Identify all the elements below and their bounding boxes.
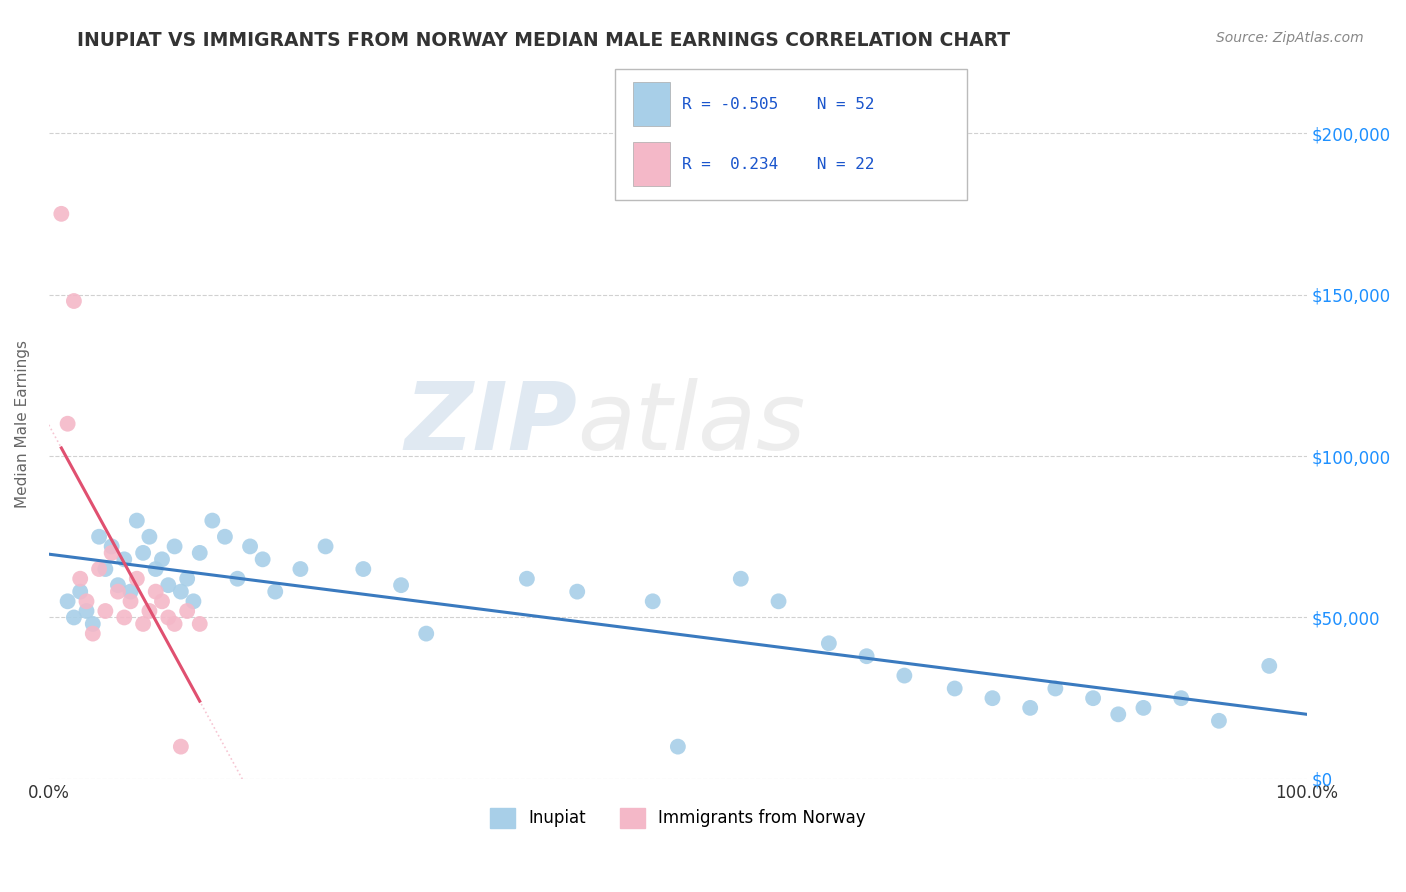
Point	[730, 572, 752, 586]
Text: atlas: atlas	[578, 378, 806, 469]
Point	[1019, 701, 1042, 715]
Point	[768, 594, 790, 608]
Point	[1170, 691, 1192, 706]
FancyBboxPatch shape	[614, 69, 967, 200]
Point	[201, 514, 224, 528]
Legend: Inupiat, Immigrants from Norway: Inupiat, Immigrants from Norway	[484, 801, 872, 835]
Point	[183, 594, 205, 608]
Point	[315, 540, 337, 554]
Point	[290, 562, 312, 576]
Point	[226, 572, 249, 586]
Point	[150, 594, 173, 608]
Point	[107, 584, 129, 599]
Point	[51, 207, 73, 221]
Point	[100, 540, 122, 554]
Point	[56, 594, 79, 608]
Point	[1132, 701, 1154, 715]
Point	[82, 626, 104, 640]
Point	[981, 691, 1004, 706]
Point	[170, 584, 193, 599]
Point	[125, 514, 148, 528]
Point	[120, 584, 142, 599]
Point	[239, 540, 262, 554]
Point	[69, 584, 91, 599]
Point	[138, 530, 160, 544]
Point	[76, 604, 98, 618]
Point	[352, 562, 374, 576]
Point	[56, 417, 79, 431]
Point	[76, 594, 98, 608]
Point	[188, 616, 211, 631]
Point	[855, 649, 877, 664]
Point	[943, 681, 966, 696]
Point	[125, 572, 148, 586]
Point	[188, 546, 211, 560]
Point	[893, 668, 915, 682]
Point	[132, 546, 155, 560]
Point	[252, 552, 274, 566]
Point	[567, 584, 589, 599]
Point	[87, 530, 110, 544]
Point	[1107, 707, 1129, 722]
Point	[1208, 714, 1230, 728]
Point	[415, 626, 437, 640]
Point	[157, 610, 180, 624]
Point	[120, 594, 142, 608]
Point	[1258, 659, 1281, 673]
Y-axis label: Median Male Earnings: Median Male Earnings	[15, 340, 30, 508]
Point	[163, 540, 186, 554]
Point	[150, 552, 173, 566]
Point	[1045, 681, 1067, 696]
FancyBboxPatch shape	[633, 143, 671, 186]
Text: R = -0.505    N = 52: R = -0.505 N = 52	[682, 96, 875, 112]
Text: Source: ZipAtlas.com: Source: ZipAtlas.com	[1216, 31, 1364, 45]
Point	[157, 578, 180, 592]
Point	[170, 739, 193, 754]
Point	[1081, 691, 1104, 706]
Point	[82, 616, 104, 631]
Point	[112, 610, 135, 624]
Point	[163, 616, 186, 631]
Point	[94, 604, 117, 618]
Point	[516, 572, 538, 586]
Point	[107, 578, 129, 592]
Point	[264, 584, 287, 599]
Point	[138, 604, 160, 618]
Point	[63, 293, 86, 308]
Point	[389, 578, 412, 592]
Point	[132, 616, 155, 631]
Point	[818, 636, 841, 650]
Text: INUPIAT VS IMMIGRANTS FROM NORWAY MEDIAN MALE EARNINGS CORRELATION CHART: INUPIAT VS IMMIGRANTS FROM NORWAY MEDIAN…	[77, 31, 1011, 50]
Point	[100, 546, 122, 560]
Point	[176, 572, 198, 586]
Point	[176, 604, 198, 618]
Point	[145, 562, 167, 576]
Point	[666, 739, 689, 754]
Point	[94, 562, 117, 576]
Point	[112, 552, 135, 566]
Point	[69, 572, 91, 586]
Point	[145, 584, 167, 599]
Point	[87, 562, 110, 576]
Point	[214, 530, 236, 544]
Point	[641, 594, 664, 608]
Text: ZIP: ZIP	[405, 377, 578, 470]
Text: R =  0.234    N = 22: R = 0.234 N = 22	[682, 157, 875, 172]
FancyBboxPatch shape	[633, 82, 671, 126]
Point	[63, 610, 86, 624]
